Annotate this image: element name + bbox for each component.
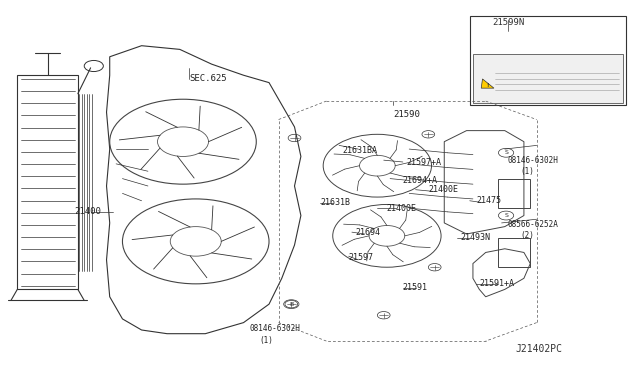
Text: 21475: 21475 [476, 196, 501, 205]
Text: 21400E: 21400E [428, 185, 458, 194]
Text: 21599N: 21599N [492, 18, 524, 27]
Text: B: B [289, 302, 294, 307]
Text: 21597: 21597 [349, 253, 374, 263]
Text: 21400: 21400 [75, 207, 102, 217]
Text: !: ! [486, 83, 489, 88]
Bar [499, 179, 531, 208]
Text: (2): (2) [521, 231, 534, 240]
Text: 21493N: 21493N [460, 233, 490, 242]
Text: 21590: 21590 [394, 109, 420, 119]
Text: 21591+A: 21591+A [479, 279, 515, 288]
Bar [499, 238, 531, 267]
Text: 21631BA: 21631BA [342, 147, 378, 155]
Text: 21591: 21591 [403, 283, 428, 292]
Text: 21631B: 21631B [320, 198, 350, 207]
Text: S: S [504, 150, 508, 155]
Text: 08146-6302H: 08146-6302H [250, 324, 301, 333]
Text: (1): (1) [521, 167, 534, 176]
Bar [17, 75, 78, 289]
Text: (1): (1) [259, 336, 273, 345]
Text: 08566-6252A: 08566-6252A [508, 220, 559, 229]
Text: 21597+A: 21597+A [406, 157, 441, 167]
Bar [473, 54, 623, 103]
Text: 21400E: 21400E [387, 203, 417, 213]
Text: 21694+A: 21694+A [403, 176, 438, 185]
Text: SEC.625: SEC.625 [189, 74, 227, 83]
Text: S: S [504, 213, 508, 218]
Text: 21694: 21694 [355, 228, 380, 237]
Text: J21402PC: J21402PC [515, 344, 562, 354]
Polygon shape [481, 79, 494, 88]
Text: 08146-6302H: 08146-6302H [508, 155, 559, 165]
Bar [470, 16, 626, 105]
